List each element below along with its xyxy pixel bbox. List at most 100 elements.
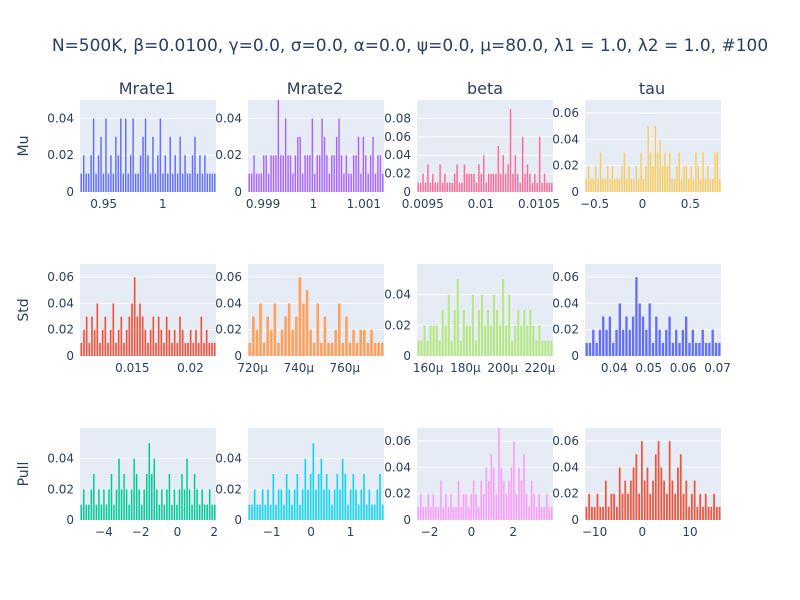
histogram-bar (90, 489, 93, 520)
histogram-bar (668, 316, 671, 356)
histogram-bar (147, 342, 149, 356)
histogram-bar (193, 474, 196, 520)
y-tick-label: 0.02 (47, 323, 74, 337)
histogram-bar (523, 310, 526, 356)
y-tick-label: 0 (234, 185, 242, 199)
histogram-bar (363, 329, 366, 356)
histogram-bar (702, 152, 704, 192)
histogram-bar (91, 316, 93, 356)
histogram-bar (519, 182, 521, 192)
histogram-bar (379, 155, 382, 192)
histogram-bar (258, 173, 260, 192)
histogram-bar (169, 136, 171, 192)
histogram-bar (417, 182, 419, 192)
histogram-bar (450, 493, 452, 520)
histogram-bar (374, 173, 377, 192)
y-tick-label: 0.06 (552, 434, 579, 448)
histogram-bar (514, 155, 517, 192)
histogram-bar (377, 342, 380, 356)
column-title-beta: beta (467, 79, 503, 98)
histogram-bar (680, 178, 683, 192)
histogram-bar (297, 136, 299, 192)
row-label-pull: Pull (16, 462, 32, 487)
histogram-bar (642, 178, 645, 192)
histogram-bar (120, 118, 122, 192)
histogram-bar (299, 504, 301, 520)
histogram-bar (122, 173, 125, 192)
histogram-bar (602, 506, 604, 520)
histogram-bar (174, 155, 176, 192)
histogram-bar (467, 506, 470, 520)
histogram-bar (280, 155, 282, 192)
panel-mu-tau: 00.020.040.06−0.5 0 0.5 (552, 100, 721, 211)
histogram-bar (328, 489, 331, 520)
histogram-bar (333, 489, 336, 520)
histogram-bar (550, 340, 553, 356)
histogram-bar (517, 173, 519, 192)
histogram-bar (604, 178, 606, 192)
histogram-bar (517, 310, 520, 356)
histogram-bar (627, 493, 629, 520)
histogram-bar (259, 303, 262, 356)
histogram-bar (250, 173, 253, 192)
histogram-bar (325, 474, 328, 520)
histogram-bar (485, 182, 487, 192)
plot-area-pull-beta (417, 428, 553, 520)
histogram-bar (144, 329, 147, 356)
histogram-bar (536, 182, 538, 192)
histogram-bar (277, 342, 280, 356)
plot-area-mu-beta (417, 100, 553, 192)
histogram-bar (176, 173, 179, 192)
histogram-bar (666, 165, 669, 192)
histogram-bar (288, 489, 291, 520)
histogram-bar (427, 164, 429, 192)
histogram-bar (714, 342, 718, 356)
histogram-bar (275, 504, 277, 520)
histogram-bar (645, 329, 648, 356)
y-tick-label: 0.06 (384, 130, 411, 144)
histogram-bar (457, 480, 460, 520)
histogram-bar (259, 504, 261, 520)
histogram-bar (184, 342, 187, 356)
histogram-bar (474, 340, 477, 356)
histogram-bar (654, 126, 657, 192)
histogram-bar (167, 173, 169, 192)
histogram-bar (470, 173, 473, 192)
histogram-bar (459, 340, 462, 356)
y-tick-label: 0.04 (47, 296, 74, 310)
histogram-bar (661, 342, 665, 356)
histogram-bar (643, 480, 646, 520)
histogram-bar (339, 489, 341, 520)
histogram-bar (631, 316, 635, 356)
histogram-bar (585, 342, 588, 356)
histogram-bar (181, 329, 184, 356)
histogram-bar (440, 480, 442, 520)
histogram-bar (203, 342, 205, 356)
histogram-bar (157, 316, 160, 356)
histogram-bar (685, 165, 688, 192)
x-tick-label: 0 (468, 525, 476, 539)
panel-std-beta: 0 0.02 0.04 160μ 180μ 200μ 220μ (384, 264, 556, 375)
histogram-bar (690, 493, 693, 520)
histogram-bar (161, 489, 163, 520)
histogram-bar (456, 279, 459, 356)
histogram-bar (679, 454, 682, 520)
histogram-bar (714, 152, 716, 192)
histogram-bar (664, 152, 666, 192)
histogram-bar (541, 182, 543, 192)
histogram-bar (163, 504, 166, 520)
histogram-bar (419, 182, 422, 192)
histogram-bar (311, 118, 314, 192)
y-tick-label: 0.04 (384, 148, 411, 162)
panel-mu-mrate1: 0 0.02 0.04 0.95 1 (47, 100, 216, 211)
histogram-bar (521, 136, 524, 192)
panel-pull-mrate1: 0 0.02 0.04 −4 −2 0 2 (47, 428, 218, 539)
histogram-bar (480, 294, 483, 356)
histogram-bar (649, 493, 652, 520)
histogram-bar (695, 152, 697, 192)
x-tick-label: 0 (307, 525, 315, 539)
histogram-bar (432, 325, 435, 356)
histogram-bar (435, 506, 437, 520)
histogram-bar (638, 303, 641, 356)
histogram-bar (543, 506, 545, 520)
